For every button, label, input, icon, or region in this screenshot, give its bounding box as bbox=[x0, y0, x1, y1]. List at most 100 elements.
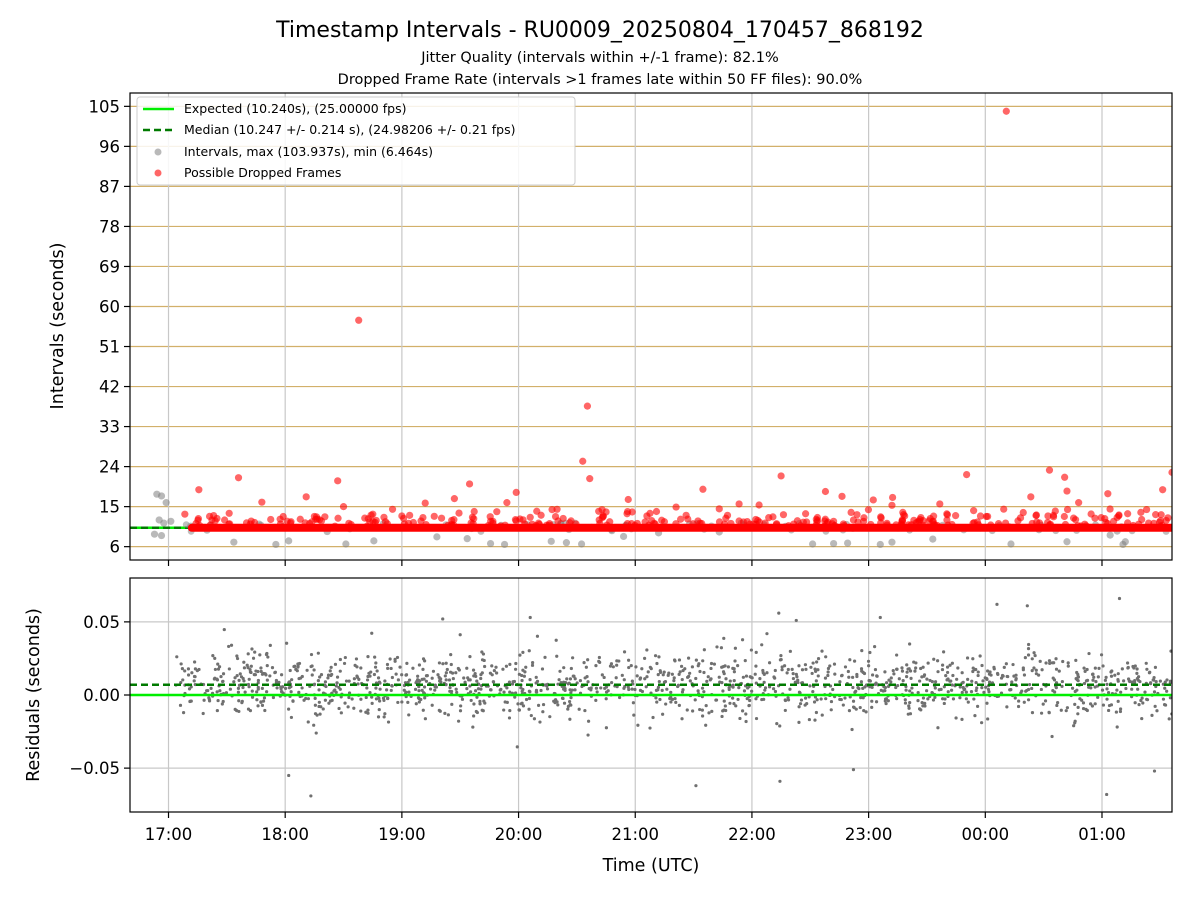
residual-point bbox=[355, 674, 359, 678]
dropped-point-dense bbox=[1061, 520, 1070, 529]
bottom-x-tick-label-6: 23:00 bbox=[845, 825, 893, 844]
residual-point bbox=[630, 687, 634, 691]
residual-point bbox=[1057, 669, 1061, 673]
residual-point bbox=[386, 720, 391, 724]
residual-point bbox=[969, 689, 974, 694]
residual-point bbox=[366, 655, 370, 659]
residual-point bbox=[797, 720, 801, 724]
residual-point bbox=[660, 688, 664, 692]
residual-point bbox=[481, 709, 485, 713]
residual-point bbox=[256, 678, 260, 683]
interval-point-15 bbox=[547, 537, 555, 545]
residual-point bbox=[288, 668, 292, 673]
residual-outlier-7 bbox=[528, 615, 532, 620]
residual-point bbox=[382, 715, 386, 719]
residual-point bbox=[615, 659, 619, 663]
dropped-point-dense bbox=[210, 511, 218, 520]
residual-point bbox=[1040, 668, 1044, 672]
residual-point bbox=[861, 696, 865, 700]
dropped-point-dense bbox=[982, 512, 990, 521]
interval-point-25 bbox=[929, 535, 937, 543]
residual-point bbox=[312, 723, 316, 727]
interval-point-22 bbox=[844, 539, 852, 547]
residual-point bbox=[523, 670, 527, 674]
residual-point bbox=[903, 701, 908, 705]
residual-point bbox=[1026, 646, 1031, 651]
residual-point bbox=[514, 661, 518, 666]
residual-point bbox=[558, 669, 562, 673]
residual-point bbox=[786, 667, 790, 672]
residual-point bbox=[521, 687, 525, 692]
dropped-point-dense bbox=[306, 519, 314, 528]
residual-point bbox=[1060, 684, 1064, 688]
residual-point bbox=[219, 674, 223, 679]
residual-point bbox=[783, 698, 787, 702]
dropped-point-dense bbox=[994, 520, 1003, 528]
residual-point bbox=[686, 656, 691, 660]
residual-point bbox=[530, 663, 535, 667]
chart-subtitle-jitter: Jitter Quality (intervals within +/-1 fr… bbox=[420, 50, 779, 66]
residual-point bbox=[202, 698, 206, 702]
residual-point bbox=[950, 683, 954, 687]
residual-point bbox=[668, 696, 672, 701]
residual-point bbox=[820, 649, 824, 653]
residual-point bbox=[704, 703, 708, 708]
residual-point bbox=[873, 667, 878, 672]
residual-point bbox=[1033, 653, 1037, 658]
residual-point bbox=[443, 711, 447, 716]
residual-point bbox=[790, 667, 794, 671]
top-axes-frame bbox=[129, 92, 1173, 561]
dropped-point-dense bbox=[366, 518, 374, 526]
residual-point bbox=[521, 704, 526, 708]
residual-point bbox=[905, 675, 909, 679]
residual-point bbox=[577, 707, 581, 711]
dropped-point-dense bbox=[1019, 508, 1027, 517]
bottom-y-ticks: −0.05 0.00 0.05 bbox=[69, 613, 130, 778]
residual-point bbox=[988, 670, 992, 674]
residual-point bbox=[974, 688, 978, 693]
residual-point bbox=[346, 705, 350, 709]
residual-point bbox=[261, 699, 266, 703]
residual-point bbox=[1168, 680, 1172, 685]
residual-point bbox=[884, 681, 889, 685]
residual-point bbox=[680, 717, 684, 721]
residual-point bbox=[823, 676, 828, 680]
residual-point bbox=[532, 717, 537, 721]
residual-point bbox=[824, 697, 828, 701]
residual-point bbox=[388, 657, 392, 661]
residual-point bbox=[906, 667, 910, 671]
residual-point bbox=[1041, 702, 1045, 706]
residual-point bbox=[563, 681, 568, 685]
residual-point bbox=[1130, 687, 1134, 691]
residual-point bbox=[534, 675, 538, 679]
residual-point bbox=[960, 690, 964, 695]
residual-point bbox=[1048, 661, 1052, 666]
residual-point bbox=[314, 731, 318, 735]
residual-point bbox=[251, 656, 256, 660]
residual-point bbox=[254, 669, 258, 673]
residual-point bbox=[688, 671, 692, 675]
dropped-point-0 bbox=[355, 316, 363, 324]
residual-point bbox=[1094, 680, 1098, 684]
dropped-point-dense bbox=[486, 513, 494, 521]
residual-point bbox=[664, 702, 668, 706]
residual-point bbox=[507, 680, 512, 684]
residual-point bbox=[709, 677, 713, 681]
dropped-point-17 bbox=[821, 487, 830, 496]
residual-point bbox=[262, 696, 267, 700]
residual-point bbox=[552, 699, 556, 703]
residual-point bbox=[416, 696, 421, 700]
residual-point bbox=[394, 672, 398, 676]
residual-point bbox=[1109, 674, 1114, 678]
residual-point bbox=[374, 661, 378, 665]
residual-point bbox=[1143, 690, 1147, 694]
residual-point bbox=[310, 673, 314, 677]
residual-point bbox=[851, 699, 856, 703]
residual-point bbox=[227, 644, 231, 649]
residual-point bbox=[563, 688, 567, 692]
residual-point bbox=[227, 667, 231, 671]
residual-point bbox=[193, 675, 197, 679]
residual-point bbox=[833, 672, 837, 676]
residual-outlier-11 bbox=[995, 602, 999, 606]
residual-point bbox=[444, 671, 448, 675]
